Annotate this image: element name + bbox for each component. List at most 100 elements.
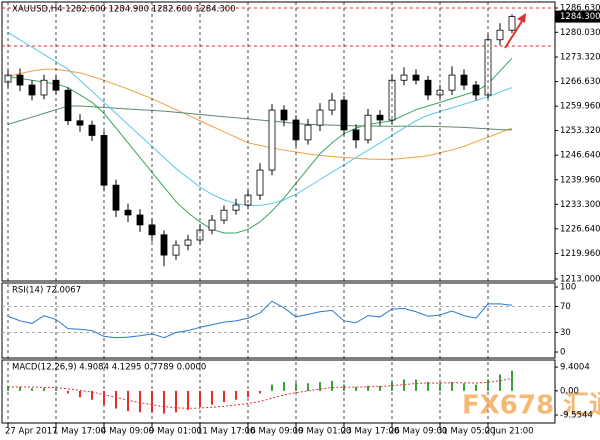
x-tick-label: 11 May 17:00 — [197, 427, 255, 437]
x-tick-label: 1 May 17:00 — [53, 427, 106, 437]
histogram-bar — [127, 390, 129, 412]
y-tick-label: -9.5544 — [560, 411, 593, 421]
x-tick-label: 23 May 17:00 — [341, 427, 399, 437]
candle-body — [316, 109, 324, 126]
candle-body — [400, 74, 408, 81]
histogram-bar — [79, 390, 81, 398]
panel-frame — [1, 359, 556, 424]
candle-body — [352, 129, 360, 141]
histogram-bar — [439, 383, 441, 391]
candle-body — [232, 204, 240, 211]
histogram-bar — [235, 390, 237, 400]
histogram-bar — [427, 382, 429, 391]
histogram-bar — [391, 382, 393, 391]
candle-body — [304, 124, 312, 141]
histogram-bar — [475, 384, 477, 391]
histogram-bar — [163, 390, 165, 414]
y-tick-label: 1246.640 — [560, 151, 600, 161]
candle-body — [256, 169, 264, 196]
candle-body — [160, 234, 168, 256]
candle-body — [124, 209, 132, 216]
histogram-bar — [367, 385, 369, 391]
series-line — [7, 57, 513, 234]
histogram-bar — [307, 383, 309, 391]
y-tick-label: 1213.000 — [560, 275, 600, 285]
candle-body — [364, 114, 372, 141]
series-line — [7, 300, 513, 339]
panel-title: MACD(12,26,9) 4.9084 4.1295 0.7789 0.000… — [12, 363, 206, 373]
panel-frame — [1, 1, 556, 282]
histogram-bar — [259, 390, 261, 394]
series-line — [7, 377, 513, 409]
x-tick-label: 9 May 01:00 — [149, 427, 202, 437]
histogram-bar — [343, 384, 345, 391]
x-tick-label: 2 Jun 21:00 — [485, 427, 534, 437]
y-tick-label: 0 — [560, 348, 565, 358]
histogram-bar — [355, 387, 357, 391]
histogram-bar — [19, 387, 21, 391]
x-tick-label: 16 May 09:00 — [245, 427, 303, 437]
candle-body — [496, 29, 504, 41]
candle-body — [172, 244, 180, 256]
candle-body — [448, 74, 456, 91]
histogram-bar — [211, 390, 213, 405]
y-tick-label: 1219.960 — [560, 249, 600, 259]
last-price-label: 1284.300 — [560, 12, 600, 22]
candle-body — [184, 239, 192, 246]
histogram-bar — [295, 383, 297, 391]
histogram-bar — [283, 382, 285, 391]
candle-body — [460, 74, 468, 86]
histogram-bar — [91, 390, 93, 400]
histogram-bar — [55, 388, 57, 391]
arrow-head — [517, 13, 526, 23]
histogram-bar — [175, 390, 177, 413]
candle-body — [40, 79, 48, 96]
series-line — [7, 31, 513, 206]
arrow — [504, 17, 525, 49]
candle-body — [508, 16, 516, 31]
candle-body — [376, 114, 384, 121]
y-tick-label: 70 — [560, 302, 571, 312]
candle-body — [424, 79, 432, 96]
histogram-bar — [31, 388, 33, 391]
candle-body — [412, 74, 420, 81]
candle-body — [28, 84, 36, 96]
panel-frame — [1, 282, 556, 359]
y-tick-label: 1259.960 — [560, 102, 600, 112]
x-tick-label: 26 May 09:00 — [389, 427, 447, 437]
histogram-bar — [415, 379, 417, 391]
x-tick-label: 4 May 09:00 — [101, 427, 154, 437]
histogram-bar — [487, 379, 489, 391]
histogram-bar — [7, 385, 9, 391]
histogram-bar — [139, 390, 141, 413]
y-tick-label: 1266.630 — [560, 77, 600, 87]
x-tick-label: 27 Apr 2017 — [5, 427, 58, 437]
candle-body — [472, 84, 480, 96]
watermark: FX678 汇通网 — [462, 391, 600, 421]
y-tick-label: 1226.640 — [560, 224, 600, 234]
histogram-bar — [247, 390, 249, 398]
candle-body — [64, 89, 72, 122]
y-tick-label: 1286.630 — [560, 3, 600, 13]
series-line — [7, 105, 513, 131]
candle-body — [112, 184, 120, 211]
panel-title: RSI(14) 72.0067 — [12, 286, 81, 296]
x-tick-label: 31 May 05:00 — [437, 427, 495, 437]
panel-title: XAUUSD,H4 1282.600 1284.900 1282.600 128… — [12, 5, 236, 15]
histogram-bar — [511, 370, 513, 391]
histogram-bar — [499, 374, 501, 391]
candle-body — [328, 99, 336, 111]
histogram-bar — [331, 380, 333, 391]
histogram-bar — [187, 390, 189, 410]
histogram-bar — [151, 390, 153, 413]
histogram-bar — [403, 379, 405, 391]
histogram-bar — [103, 390, 105, 405]
histogram-bar — [463, 383, 465, 391]
last-price-box — [555, 10, 600, 23]
candle-body — [88, 124, 96, 136]
y-tick-label: 1273.320 — [560, 52, 600, 62]
x-tick-label: 19 May 01:00 — [293, 427, 351, 437]
y-tick-label: 30 — [560, 328, 571, 338]
